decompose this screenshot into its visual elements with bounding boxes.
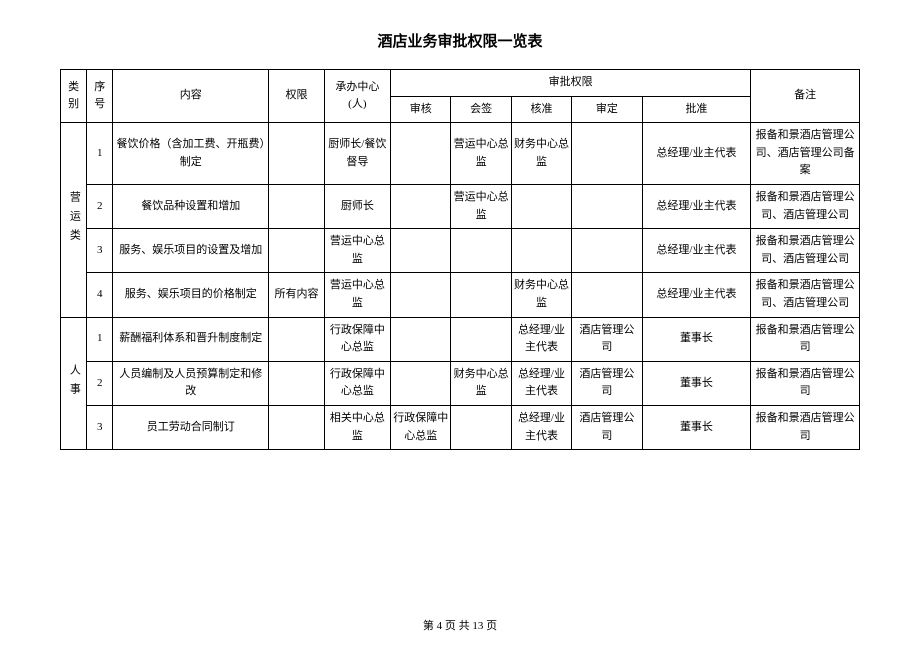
cell-category: 营运类	[61, 123, 87, 317]
table-row: 3服务、娱乐项目的设置及增加 营运中心总监 总经理/业主代表报备和景酒店管理公司、酒…	[61, 229, 860, 273]
cell-notes: 报备和景酒店管理公司、酒店管理公司备案	[751, 123, 860, 185]
cell-ratify: 总经理/业主代表	[642, 273, 751, 317]
cell-num: 3	[87, 405, 113, 449]
table-row: 2人员编制及人员预算制定和修改 行政保障中心总监 财务中心总监总经理/业主代表酒店管…	[61, 361, 860, 405]
cell-cosign	[451, 273, 511, 317]
th-office: 承办中心(人)	[324, 70, 390, 123]
cell-decide: 酒店管理公司	[572, 361, 642, 405]
cell-cosign	[451, 229, 511, 273]
cell-review	[391, 123, 451, 185]
table-row: 营运类1餐饮价格（含加工费、开瓶费）制定厨师长/餐饮督导营运中心总监财务中心总监…	[61, 123, 860, 185]
footer-suffix: 页	[483, 620, 497, 632]
cell-num: 4	[87, 273, 113, 317]
cell-review	[391, 317, 451, 361]
cell-decide	[572, 123, 642, 185]
table-row: 2餐饮品种设置和增加 厨师长 营运中心总监 总经理/业主代表报备和景酒店管理公司、酒店…	[61, 184, 860, 228]
cell-office: 厨师长	[324, 184, 390, 228]
cell-office: 厨师长/餐饮督导	[324, 123, 390, 185]
cell-decide	[572, 229, 642, 273]
cell-notes: 报备和景酒店管理公司、酒店管理公司	[751, 229, 860, 273]
cell-ratify: 总经理/业主代表	[642, 184, 751, 228]
cell-ratify: 董事长	[642, 317, 751, 361]
cell-notes: 报备和景酒店管理公司、酒店管理公司	[751, 273, 860, 317]
cell-ratify: 董事长	[642, 361, 751, 405]
cell-cosign: 营运中心总监	[451, 123, 511, 185]
th-approval-span: 审批权限	[391, 70, 751, 97]
footer-total: 13	[472, 620, 483, 632]
cell-office: 行政保障中心总监	[324, 317, 390, 361]
th-category: 类别	[61, 70, 87, 123]
cell-approve	[511, 184, 571, 228]
th-review: 审核	[391, 96, 451, 123]
cell-authority	[269, 405, 324, 449]
cell-content: 服务、娱乐项目的价格制定	[113, 273, 269, 317]
cell-decide: 酒店管理公司	[572, 405, 642, 449]
cell-num: 1	[87, 123, 113, 185]
cell-approve: 总经理/业主代表	[511, 317, 571, 361]
th-authority: 权限	[269, 70, 324, 123]
cell-decide	[572, 273, 642, 317]
cell-decide	[572, 184, 642, 228]
th-approve: 核准	[511, 96, 571, 123]
page-footer: 第 4 页 共 13 页	[60, 617, 860, 633]
cell-content: 服务、娱乐项目的设置及增加	[113, 229, 269, 273]
cell-num: 2	[87, 361, 113, 405]
cell-approve: 总经理/业主代表	[511, 361, 571, 405]
cell-authority: 所有内容	[269, 273, 324, 317]
table-row: 人事1薪酬福利体系和晋升制度制定行政保障中心总监总经理/业主代表酒店管理公司董事…	[61, 317, 860, 361]
cell-office: 行政保障中心总监	[324, 361, 390, 405]
cell-authority	[269, 317, 324, 361]
th-decide: 审定	[572, 96, 642, 123]
cell-approve: 财务中心总监	[511, 273, 571, 317]
cell-ratify: 总经理/业主代表	[642, 229, 751, 273]
th-notes: 备注	[751, 70, 860, 123]
cell-review	[391, 229, 451, 273]
cell-review	[391, 184, 451, 228]
cell-review: 行政保障中心总监	[391, 405, 451, 449]
cell-content: 餐饮价格（含加工费、开瓶费）制定	[113, 123, 269, 185]
approval-table: 类别 序号 内容 权限 承办中心(人) 审批权限 备注 审核 会签 核准 审定 …	[60, 69, 860, 450]
cell-notes: 报备和景酒店管理公司	[751, 317, 860, 361]
cell-office: 营运中心总监	[324, 229, 390, 273]
cell-authority	[269, 361, 324, 405]
cell-category: 人事	[61, 317, 87, 450]
cell-cosign: 营运中心总监	[451, 184, 511, 228]
cell-ratify: 总经理/业主代表	[642, 123, 751, 185]
footer-mid: 页 共	[442, 620, 472, 632]
cell-ratify: 董事长	[642, 405, 751, 449]
cell-office: 相关中心总监	[324, 405, 390, 449]
table-row: 3员工劳动合同制订 相关中心总监行政保障中心总监 总经理/业主代表酒店管理公司董事长…	[61, 405, 860, 449]
th-cosign: 会签	[451, 96, 511, 123]
cell-approve: 财务中心总监	[511, 123, 571, 185]
cell-content: 员工劳动合同制订	[113, 405, 269, 449]
footer-prefix: 第	[423, 620, 437, 632]
cell-cosign	[451, 405, 511, 449]
cell-authority	[269, 229, 324, 273]
cell-content: 人员编制及人员预算制定和修改	[113, 361, 269, 405]
cell-approve	[511, 229, 571, 273]
cell-review	[391, 273, 451, 317]
cell-cosign: 财务中心总监	[451, 361, 511, 405]
cell-num: 3	[87, 229, 113, 273]
cell-content: 餐饮品种设置和增加	[113, 184, 269, 228]
table-row: 4服务、娱乐项目的价格制定所有内容营运中心总监 财务中心总监 总经理/业主代表报备和…	[61, 273, 860, 317]
cell-decide: 酒店管理公司	[572, 317, 642, 361]
cell-notes: 报备和景酒店管理公司	[751, 361, 860, 405]
th-num: 序号	[87, 70, 113, 123]
cell-num: 1	[87, 317, 113, 361]
cell-notes: 报备和景酒店管理公司	[751, 405, 860, 449]
cell-cosign	[451, 317, 511, 361]
cell-authority	[269, 184, 324, 228]
cell-office: 营运中心总监	[324, 273, 390, 317]
cell-notes: 报备和景酒店管理公司、酒店管理公司	[751, 184, 860, 228]
cell-review	[391, 361, 451, 405]
cell-num: 2	[87, 184, 113, 228]
cell-approve: 总经理/业主代表	[511, 405, 571, 449]
cell-authority	[269, 123, 324, 185]
cell-content: 薪酬福利体系和晋升制度制定	[113, 317, 269, 361]
th-ratify: 批准	[642, 96, 751, 123]
th-content: 内容	[113, 70, 269, 123]
page-title: 酒店业务审批权限一览表	[60, 30, 860, 51]
